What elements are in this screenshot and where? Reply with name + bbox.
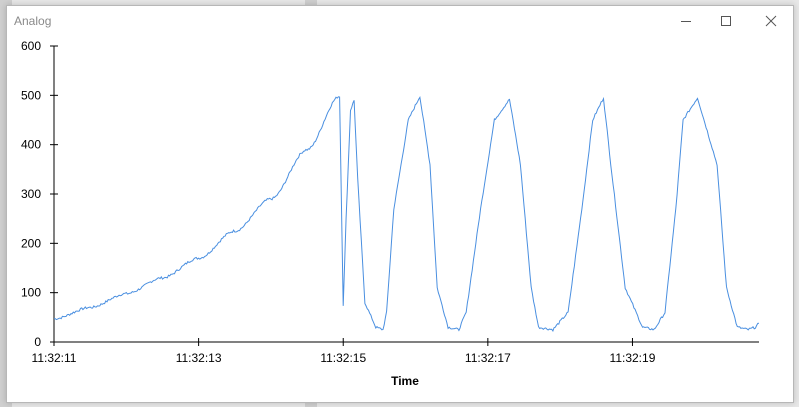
close-button[interactable] xyxy=(756,10,786,32)
y-tick-label: 600 xyxy=(21,39,41,53)
series-line xyxy=(53,96,760,332)
y-tick-label: 100 xyxy=(21,286,41,300)
x-axis-label: Time xyxy=(391,374,419,388)
maximize-icon xyxy=(721,16,731,26)
y-tick-label: 0 xyxy=(34,335,41,349)
y-axis: 0 100 200 300 400 500 600 xyxy=(21,39,58,349)
window-title: Analog xyxy=(14,14,52,28)
minimize-button[interactable] xyxy=(671,10,701,32)
maximize-button[interactable] xyxy=(711,10,741,32)
y-tick-label: 400 xyxy=(21,138,41,152)
series-group xyxy=(53,96,760,332)
analog-window: Analog 0 100 200 300 400 500 600 11:32:11 11:32… xyxy=(6,5,794,403)
x-tick-label: 11:32:17 xyxy=(465,351,511,365)
y-tick-label: 500 xyxy=(21,88,41,102)
close-icon xyxy=(765,15,777,27)
x-tick-label: 11:32:15 xyxy=(320,351,366,365)
minimize-icon xyxy=(681,21,691,22)
x-axis: 11:32:11 11:32:13 11:32:15 11:32:17 11:32:19 xyxy=(32,338,759,365)
y-tick-label: 200 xyxy=(21,236,41,250)
x-tick-label: 11:32:19 xyxy=(610,351,656,365)
y-tick-label: 300 xyxy=(21,187,41,201)
x-tick-label: 11:32:11 xyxy=(32,351,77,365)
x-tick-label: 11:32:13 xyxy=(176,351,222,365)
